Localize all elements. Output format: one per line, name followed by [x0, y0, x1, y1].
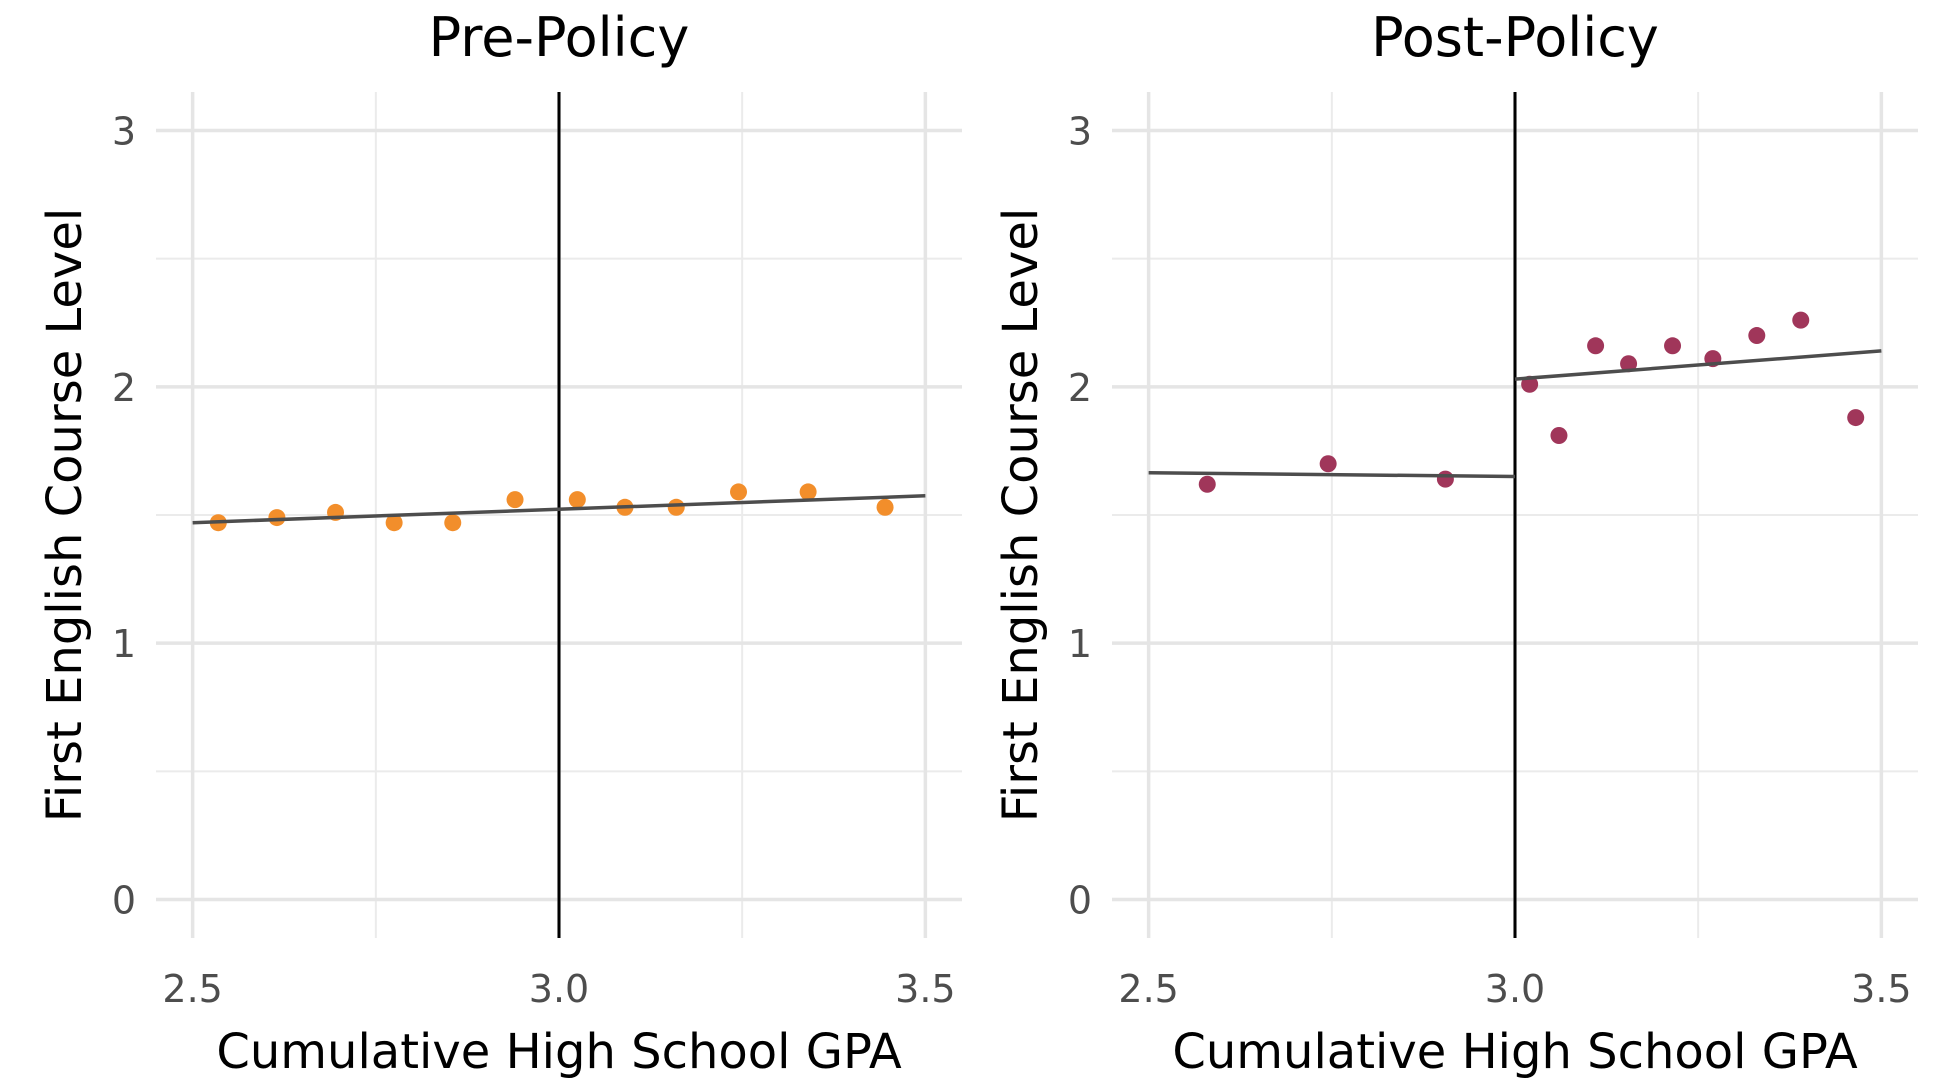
- fit-line: [192, 494, 926, 525]
- fit-line: [1148, 470, 1516, 479]
- y-tick-label: 3: [1068, 109, 1092, 153]
- y-tick-label: 2: [112, 366, 136, 410]
- y-tick-label: 3: [112, 109, 136, 153]
- fit-line: [1514, 349, 1882, 381]
- data-point: [568, 491, 586, 509]
- data-point: [1664, 337, 1682, 355]
- data-point: [730, 483, 748, 501]
- data-point: [1748, 327, 1766, 345]
- data-point: [876, 498, 894, 516]
- data-point: [268, 509, 286, 527]
- x-tick-label: 3.5: [1851, 967, 1911, 1011]
- post-policy-panel: 2.5 3.0 3.5 0 1 2 3 Post-Policy Cumulative Hig…: [993, 6, 1918, 1080]
- y-tick-label: 0: [112, 879, 136, 923]
- y-tick-label: 1: [112, 622, 136, 666]
- panel-title: Pre-Policy: [429, 6, 690, 69]
- y-tick-label: 0: [1068, 879, 1092, 923]
- data-point: [506, 491, 524, 509]
- data-point: [1587, 337, 1605, 355]
- data-point: [444, 514, 462, 532]
- data-point: [385, 514, 403, 532]
- pre-policy-panel: 2.5 3.0 3.5 0 1 2 3 Pre-Policy Cumulative High…: [37, 6, 962, 1080]
- y-axis-title: First English Course Level: [993, 208, 1049, 822]
- data-point: [1792, 311, 1810, 329]
- y-axis-title: First English Course Level: [37, 208, 93, 822]
- x-axis-title: Cumulative High School GPA: [1172, 1024, 1857, 1080]
- data-point: [1436, 470, 1454, 488]
- data-point: [1198, 475, 1216, 493]
- panel-title: Post-Policy: [1371, 6, 1659, 69]
- data-point: [799, 483, 817, 501]
- data-point: [1620, 355, 1638, 373]
- data-point: [667, 498, 685, 516]
- y-tick-label: 2: [1068, 366, 1092, 410]
- data-point: [1319, 455, 1337, 473]
- x-tick-label: 3.0: [529, 967, 589, 1011]
- x-tick-label: 3.5: [895, 967, 955, 1011]
- data-point: [1550, 427, 1568, 445]
- data-point: [1847, 409, 1865, 427]
- x-tick-label: 3.0: [1485, 967, 1545, 1011]
- y-tick-label: 1: [1068, 622, 1092, 666]
- x-tick-label: 2.5: [1118, 967, 1178, 1011]
- x-axis-title: Cumulative High School GPA: [216, 1024, 901, 1080]
- x-tick-label: 2.5: [162, 967, 222, 1011]
